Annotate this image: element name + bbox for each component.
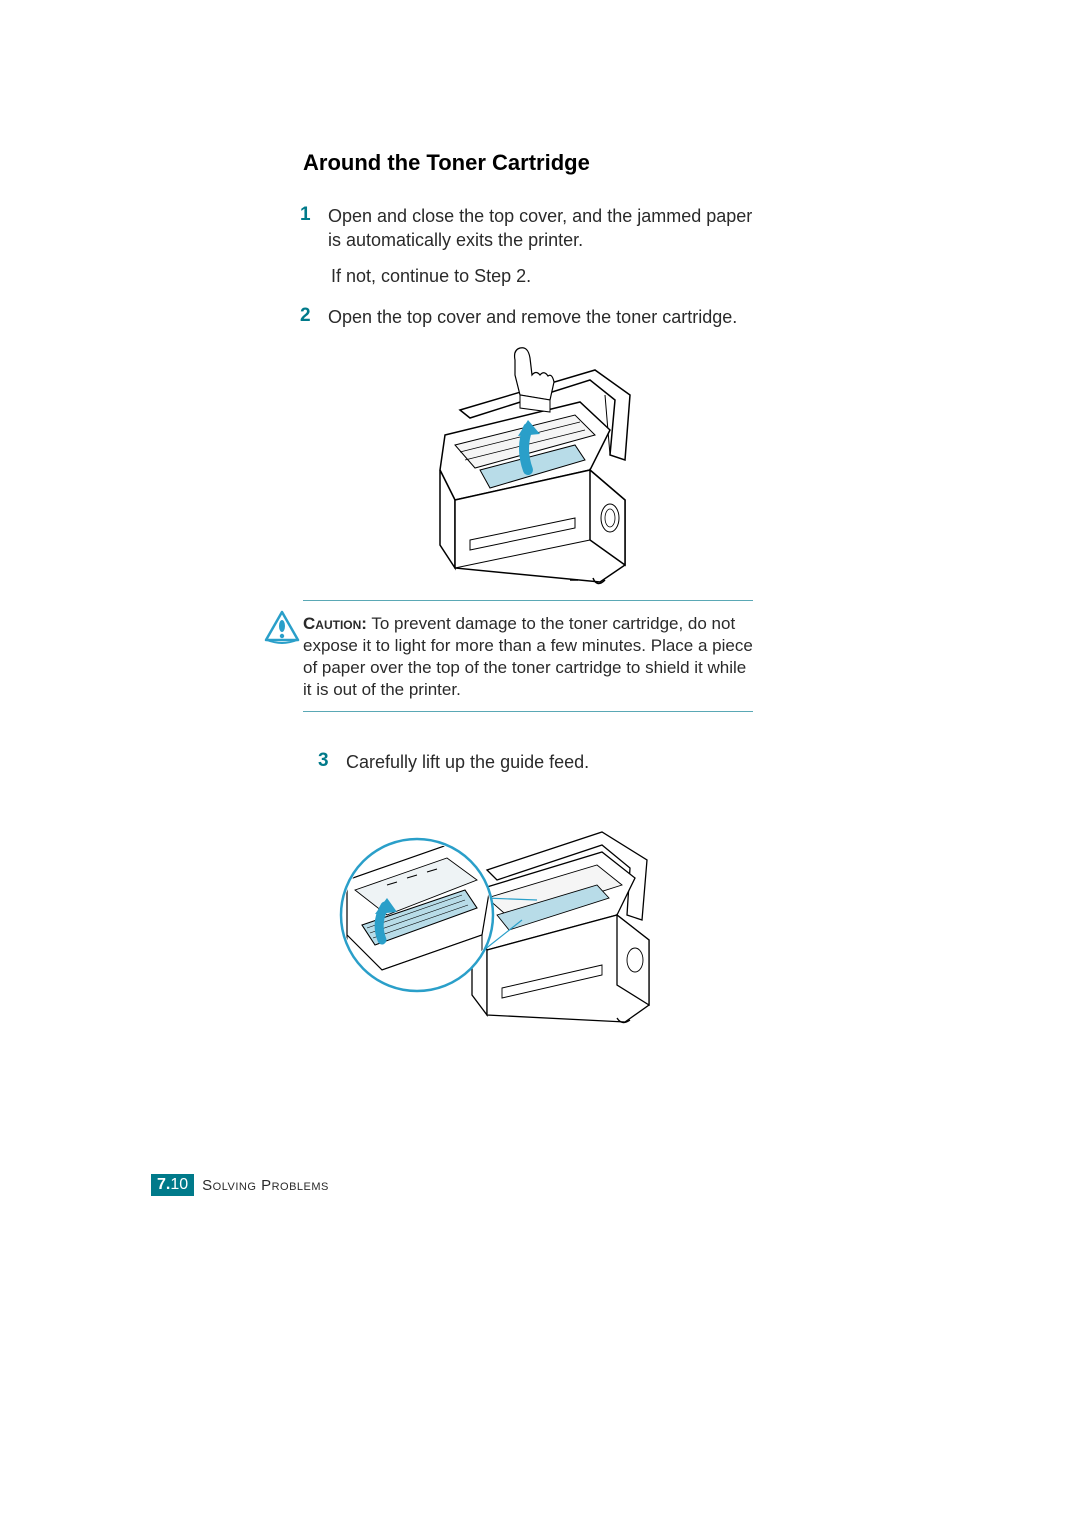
chapter-number: 7.: [157, 1176, 170, 1193]
step-2-number: 2: [300, 305, 328, 327]
page-number: 10: [170, 1176, 188, 1193]
caution-body: To prevent damage to the toner cartridge…: [303, 614, 753, 699]
caution-icon: [264, 610, 300, 646]
step-2-text: Open the top cover and remove the toner …: [328, 305, 737, 329]
page-footer: 7.10 Solving Problems: [151, 1174, 329, 1196]
step-1-followup: If not, continue to Step 2.: [331, 264, 751, 288]
step-1-number: 1: [300, 204, 328, 226]
caution-label: Caution:: [303, 614, 367, 633]
printer-illustration-1: [400, 340, 660, 590]
step-1: 1 Open and close the top cover, and the …: [300, 204, 770, 253]
caution-text: Caution: To prevent damage to the toner …: [303, 613, 753, 701]
section-heading: Around the Toner Cartridge: [303, 150, 590, 176]
caution-box: Caution: To prevent damage to the toner …: [303, 600, 753, 712]
step-1-text: Open and close the top cover, and the ja…: [328, 204, 770, 253]
footer-title: Solving Problems: [202, 1177, 329, 1194]
page-badge: 7.10: [151, 1174, 194, 1196]
step-2: 2 Open the top cover and remove the tone…: [300, 305, 770, 329]
step-3: 3 Carefully lift up the guide feed.: [318, 750, 768, 774]
step-3-text: Carefully lift up the guide feed.: [346, 750, 589, 774]
step-3-number: 3: [318, 750, 346, 772]
printer-illustration-2: [337, 790, 677, 1030]
